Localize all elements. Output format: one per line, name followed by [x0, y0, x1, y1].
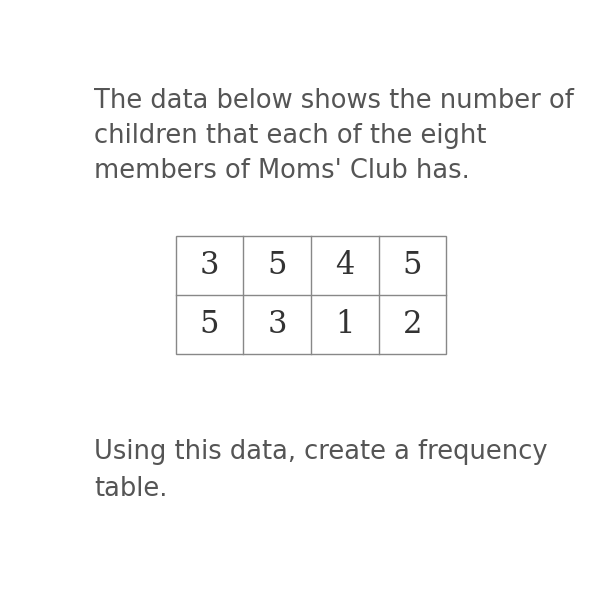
- Text: 3: 3: [200, 250, 219, 281]
- Text: 5: 5: [403, 250, 422, 281]
- Text: 1: 1: [335, 310, 355, 340]
- Text: The data below shows the number of
children that each of the eight
members of Mo: The data below shows the number of child…: [94, 88, 574, 184]
- Text: 3: 3: [267, 310, 287, 340]
- Text: 4: 4: [335, 250, 355, 281]
- Text: 2: 2: [403, 310, 422, 340]
- Text: 5: 5: [200, 310, 219, 340]
- Bar: [176, 237, 446, 354]
- Text: 5: 5: [267, 250, 287, 281]
- Text: Using this data, create a frequency
table.: Using this data, create a frequency tabl…: [94, 440, 548, 503]
